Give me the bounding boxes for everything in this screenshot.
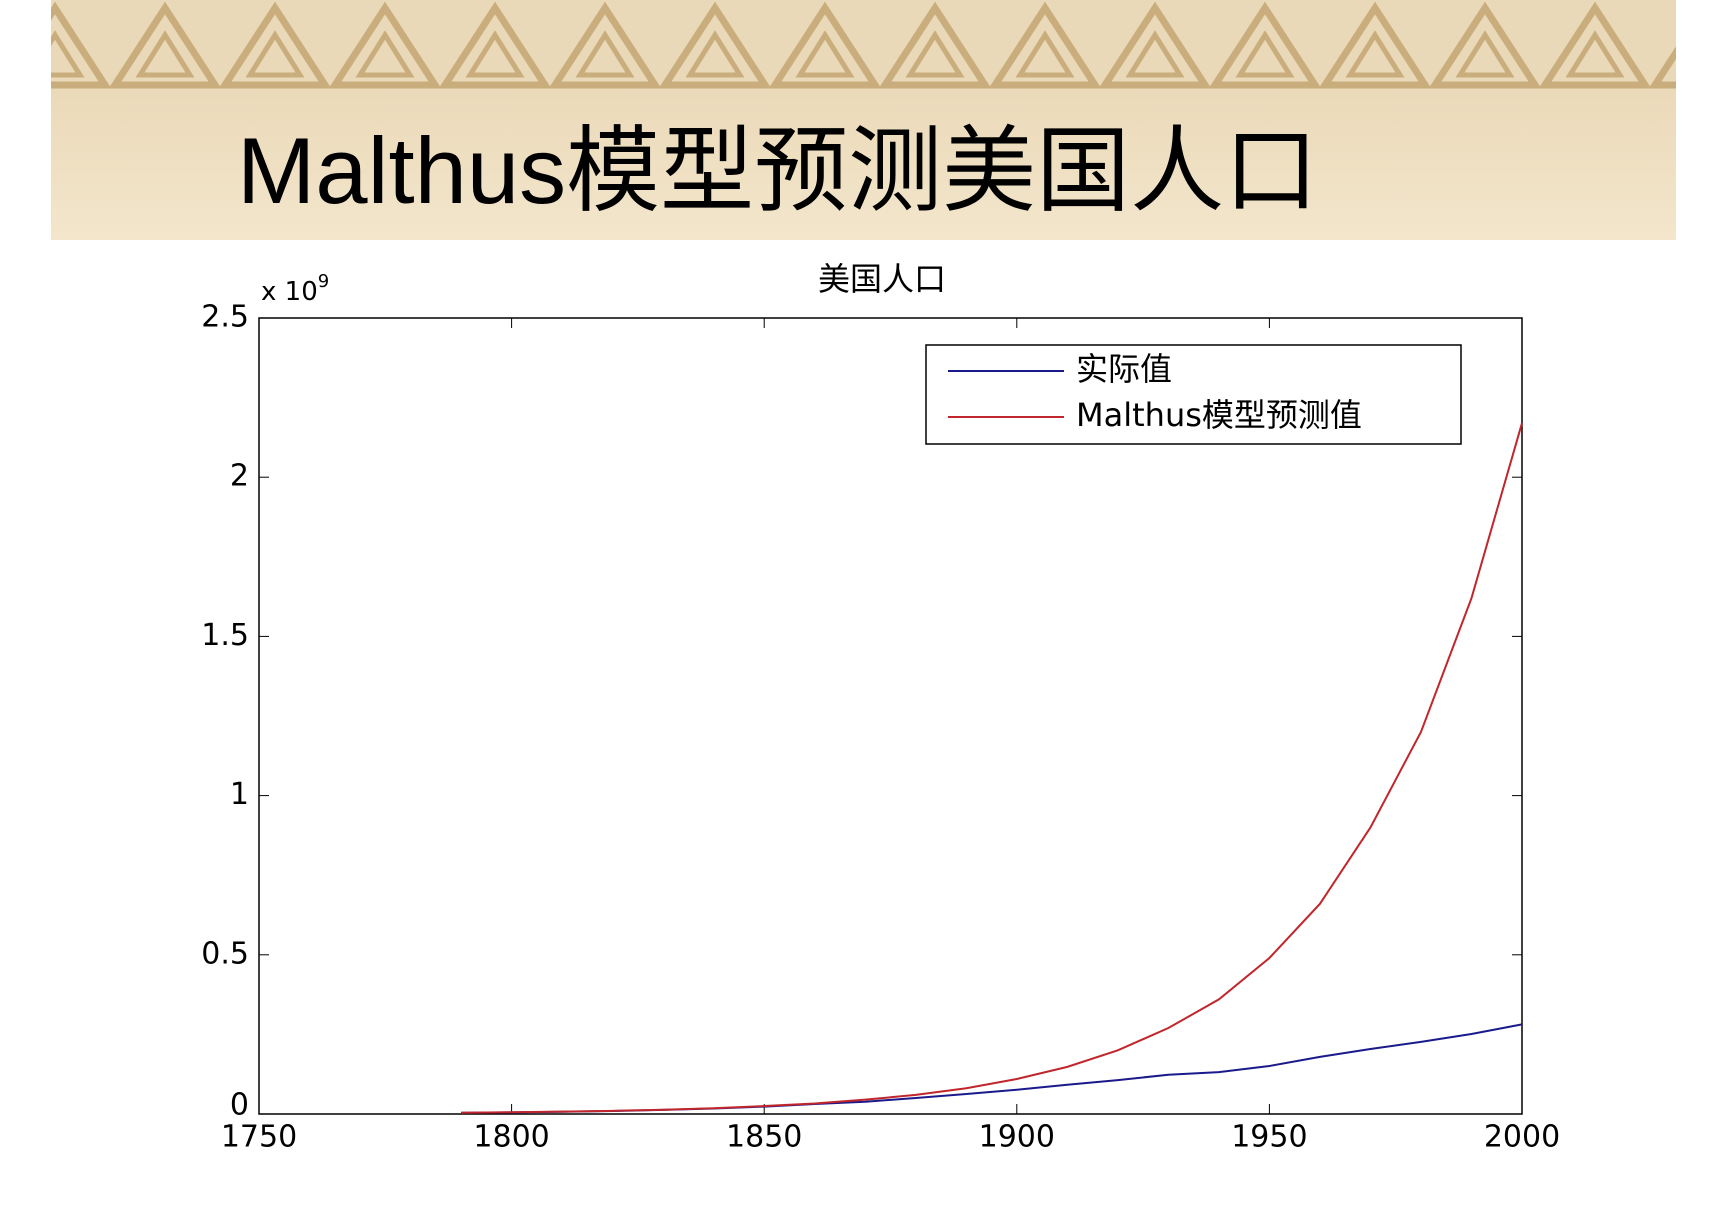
header-pattern (51, 0, 1676, 90)
slide-title: Malthus模型预测美国人口 (237, 118, 1318, 223)
legend-label: Malthus模型预测值 (1076, 396, 1362, 434)
y-multiplier: x 109 (261, 271, 329, 307)
y-tick-label: 0.5 (201, 936, 249, 971)
x-tick-label: 1800 (473, 1120, 549, 1155)
multiplier-base: x 10 (261, 277, 318, 307)
x-tick-label: 1850 (726, 1120, 802, 1155)
series-line (461, 422, 1523, 1114)
x-tick-label: 2000 (1484, 1120, 1560, 1155)
x-tick-label: 1950 (1231, 1120, 1307, 1155)
plot-frame (258, 317, 1523, 1115)
y-tick-label: 1.5 (201, 618, 249, 653)
legend-box (925, 344, 1462, 445)
y-tick-label: 2 (230, 459, 249, 494)
y-tick-label: 1 (230, 777, 249, 812)
y-tick-label: 2.5 (201, 300, 249, 335)
multiplier-exponent: 9 (318, 271, 329, 292)
legend-label: 实际值 (1076, 350, 1172, 388)
y-tick-label: 0 (230, 1088, 249, 1123)
x-tick-label: 1900 (979, 1120, 1055, 1155)
x-tick-label: 1750 (221, 1120, 297, 1155)
chart-title: 美国人口 (818, 260, 946, 298)
